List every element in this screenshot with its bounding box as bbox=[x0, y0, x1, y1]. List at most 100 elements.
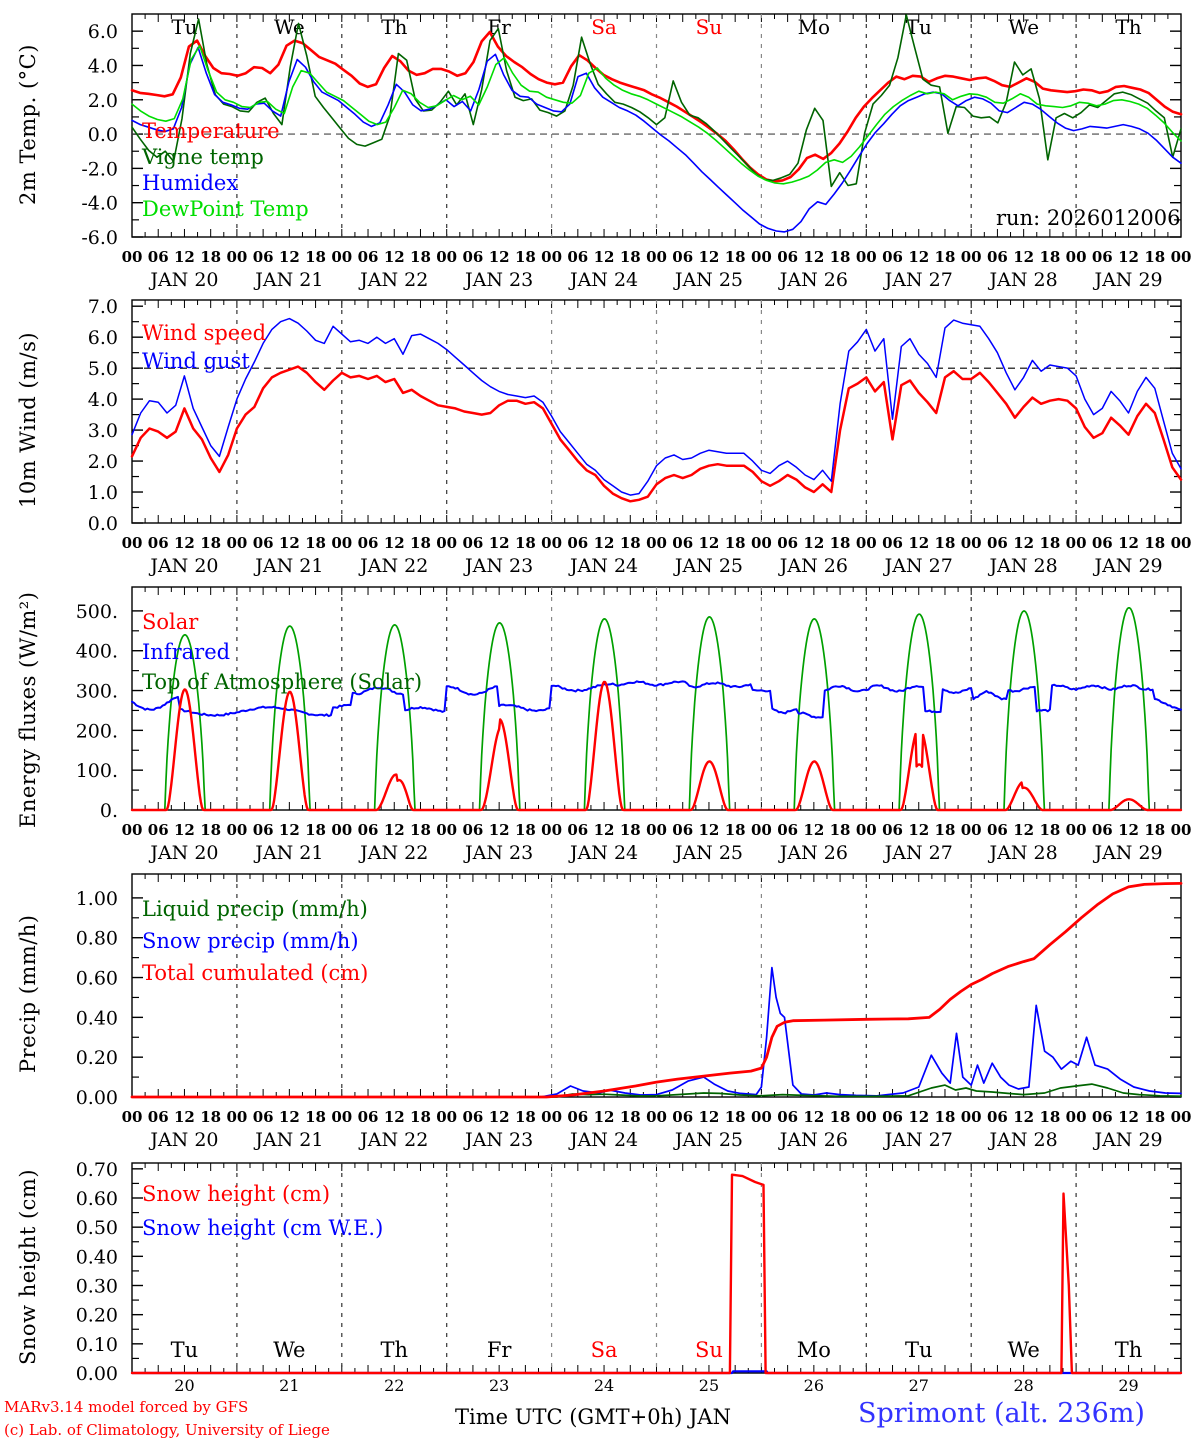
y-tick-label: 0.20 bbox=[76, 1047, 118, 1069]
plot-snow-height: 0.00 0.10 0.20 0.30 0.40 0.50 0.60 0.70 Snow hei… bbox=[76, 1159, 1183, 1391]
x-hour-tick-label: 00 bbox=[856, 248, 877, 266]
legend-entry: Top of Atmosphere (Solar) bbox=[142, 670, 422, 694]
x-hour-tick-label: 00 bbox=[646, 821, 667, 839]
x-hour-tick-label: 06 bbox=[987, 248, 1008, 266]
y-tick-label: 1.00 bbox=[76, 888, 118, 910]
y-tick-label: 200. bbox=[76, 720, 118, 742]
series-liquid-precip bbox=[131, 1083, 1182, 1098]
x-date-label: JAN 25 bbox=[673, 842, 743, 864]
x-date-label: JAN 22 bbox=[358, 269, 428, 290]
x-hour-tick-label: 12 bbox=[594, 248, 615, 266]
x-hour-tick-label: 06 bbox=[1092, 821, 1113, 839]
x-hour-tick-label: 12 bbox=[699, 248, 720, 266]
x-hour-tick-label: 18 bbox=[620, 534, 641, 552]
legend-entry: DewPoint Temp bbox=[142, 197, 309, 221]
legend-entry: Liquid precip (mm/h) bbox=[142, 897, 368, 921]
x-date-label: JAN 28 bbox=[988, 842, 1058, 864]
x-hour-tick-label: 06 bbox=[148, 821, 169, 839]
panel-energy-fluxes: Energy fluxes (W/m²) 0. 100. 200. 300. 400. 5… bbox=[0, 577, 1194, 864]
legend-entry: Snow height (cm) bbox=[142, 1182, 330, 1206]
x-date-label: JAN 23 bbox=[463, 269, 533, 290]
x-hour-tick-label: 12 bbox=[699, 821, 720, 839]
x-hour-tick-label: 18 bbox=[515, 821, 536, 839]
x-hour-tick-label: 06 bbox=[777, 1108, 798, 1126]
x-hour-tick-label: 18 bbox=[305, 1108, 326, 1126]
x-hour-tick-label: 00 bbox=[646, 1108, 667, 1126]
y-tick-label: 0.00 bbox=[76, 1363, 118, 1385]
x-date-label: JAN 24 bbox=[568, 842, 638, 864]
x-date-label: JAN 21 bbox=[253, 269, 323, 290]
x-hour-tick-label: 06 bbox=[672, 1108, 693, 1126]
x-date-label: JAN 21 bbox=[253, 842, 323, 864]
x-date-label: JAN 24 bbox=[568, 269, 638, 290]
x-day-number-label: 21 bbox=[279, 1376, 299, 1391]
x-hour-tick-label: 06 bbox=[148, 1108, 169, 1126]
y-tick-label: 0.40 bbox=[76, 1007, 118, 1029]
y-tick-label: 0.40 bbox=[76, 1246, 118, 1268]
day-label: Fr bbox=[487, 15, 511, 39]
x-hour-tick-label: 00 bbox=[436, 534, 457, 552]
x-hour-tick-label: 06 bbox=[672, 821, 693, 839]
x-hour-tick-label: 12 bbox=[908, 534, 929, 552]
x-hour-tick-label: 06 bbox=[882, 248, 903, 266]
y-tick-label: 2.0 bbox=[88, 90, 118, 112]
legend-entry: Temperature bbox=[142, 119, 280, 143]
x-hour-tick-label: 18 bbox=[1039, 1108, 1060, 1126]
x-date-label: JAN 27 bbox=[883, 842, 953, 864]
x-hour-tick-label: 06 bbox=[253, 248, 274, 266]
y-tick-label: 500. bbox=[76, 601, 118, 623]
x-hour-tick-label: 18 bbox=[305, 248, 326, 266]
x-hour-tick-label: 12 bbox=[803, 821, 824, 839]
x-hour-tick-label: 06 bbox=[148, 248, 169, 266]
x-hour-tick-label: 18 bbox=[410, 534, 431, 552]
x-hour-tick-label: 06 bbox=[462, 534, 483, 552]
x-hour-tick-label: 12 bbox=[489, 821, 510, 839]
y-tick-label: 3.0 bbox=[88, 420, 118, 442]
legend-entry: Vigne temp bbox=[141, 145, 264, 169]
y-tick-label: -2.0 bbox=[81, 158, 118, 180]
series-snow-height bbox=[130, 1173, 1183, 1375]
x-hour-tick-label: 12 bbox=[1013, 821, 1034, 839]
plot-energy-fluxes: 0. 100. 200. 300. 400. 500. Solar Infrared Top o… bbox=[76, 586, 1191, 864]
station-label: Sprimont (alt. 236m) bbox=[858, 1398, 1145, 1429]
x-hour-tick-label: 18 bbox=[725, 534, 746, 552]
x-hour-tick-label: 00 bbox=[226, 534, 247, 552]
x-hour-tick-label: 00 bbox=[122, 534, 143, 552]
x-hour-tick-label: 06 bbox=[777, 248, 798, 266]
x-hour-tick-label: 06 bbox=[462, 1108, 483, 1126]
x-hour-tick-label: 12 bbox=[174, 821, 195, 839]
day-label: Th bbox=[380, 1338, 408, 1362]
x-hour-tick-label: 18 bbox=[620, 248, 641, 266]
x-hour-tick-label: 12 bbox=[908, 248, 929, 266]
x-hour-tick-label: 00 bbox=[122, 1108, 143, 1126]
x-hour-tick-label: 12 bbox=[489, 1108, 510, 1126]
x-day-number-label: 22 bbox=[384, 1376, 404, 1391]
x-hour-tick-label: 06 bbox=[1092, 534, 1113, 552]
series-wind-speed bbox=[130, 365, 1183, 503]
x-hour-tick-label: 12 bbox=[699, 534, 720, 552]
x-date-label: JAN 27 bbox=[883, 269, 953, 290]
x-hour-tick-label: 00 bbox=[856, 1108, 877, 1126]
x-hour-tick-label: 00 bbox=[961, 248, 982, 266]
x-hour-tick-label: 18 bbox=[515, 248, 536, 266]
x-hour-tick-label: 12 bbox=[1118, 1108, 1139, 1126]
x-hour-tick-label: 00 bbox=[541, 534, 562, 552]
x-hour-tick-label: 06 bbox=[882, 534, 903, 552]
run-label: run: 2026012006 bbox=[996, 206, 1181, 230]
y-tick-label: 4.0 bbox=[88, 55, 118, 77]
day-label: Sa bbox=[591, 1338, 618, 1362]
x-hour-tick-label: 06 bbox=[358, 1108, 379, 1126]
y-tick-label: 100. bbox=[76, 760, 118, 782]
x-hour-tick-label: 18 bbox=[410, 1108, 431, 1126]
y-tick-label: 0. bbox=[100, 800, 118, 822]
x-hour-tick-label: 00 bbox=[1066, 1108, 1087, 1126]
day-label: Su bbox=[696, 15, 723, 39]
x-hour-tick-label: 18 bbox=[305, 534, 326, 552]
plot-temperature: -6.0-4.0-2.00.02.04.06.0 Tu We Th Fr Sa Su Mo Tu… bbox=[81, 13, 1191, 290]
x-hour-tick-label: 00 bbox=[436, 248, 457, 266]
y-tick-label: 0.0 bbox=[88, 513, 118, 535]
x-hour-tick-label: 12 bbox=[384, 534, 405, 552]
day-label: Th bbox=[1115, 1338, 1143, 1362]
x-hour-tick-label: 06 bbox=[777, 821, 798, 839]
x-date-label: JAN 26 bbox=[778, 269, 848, 290]
